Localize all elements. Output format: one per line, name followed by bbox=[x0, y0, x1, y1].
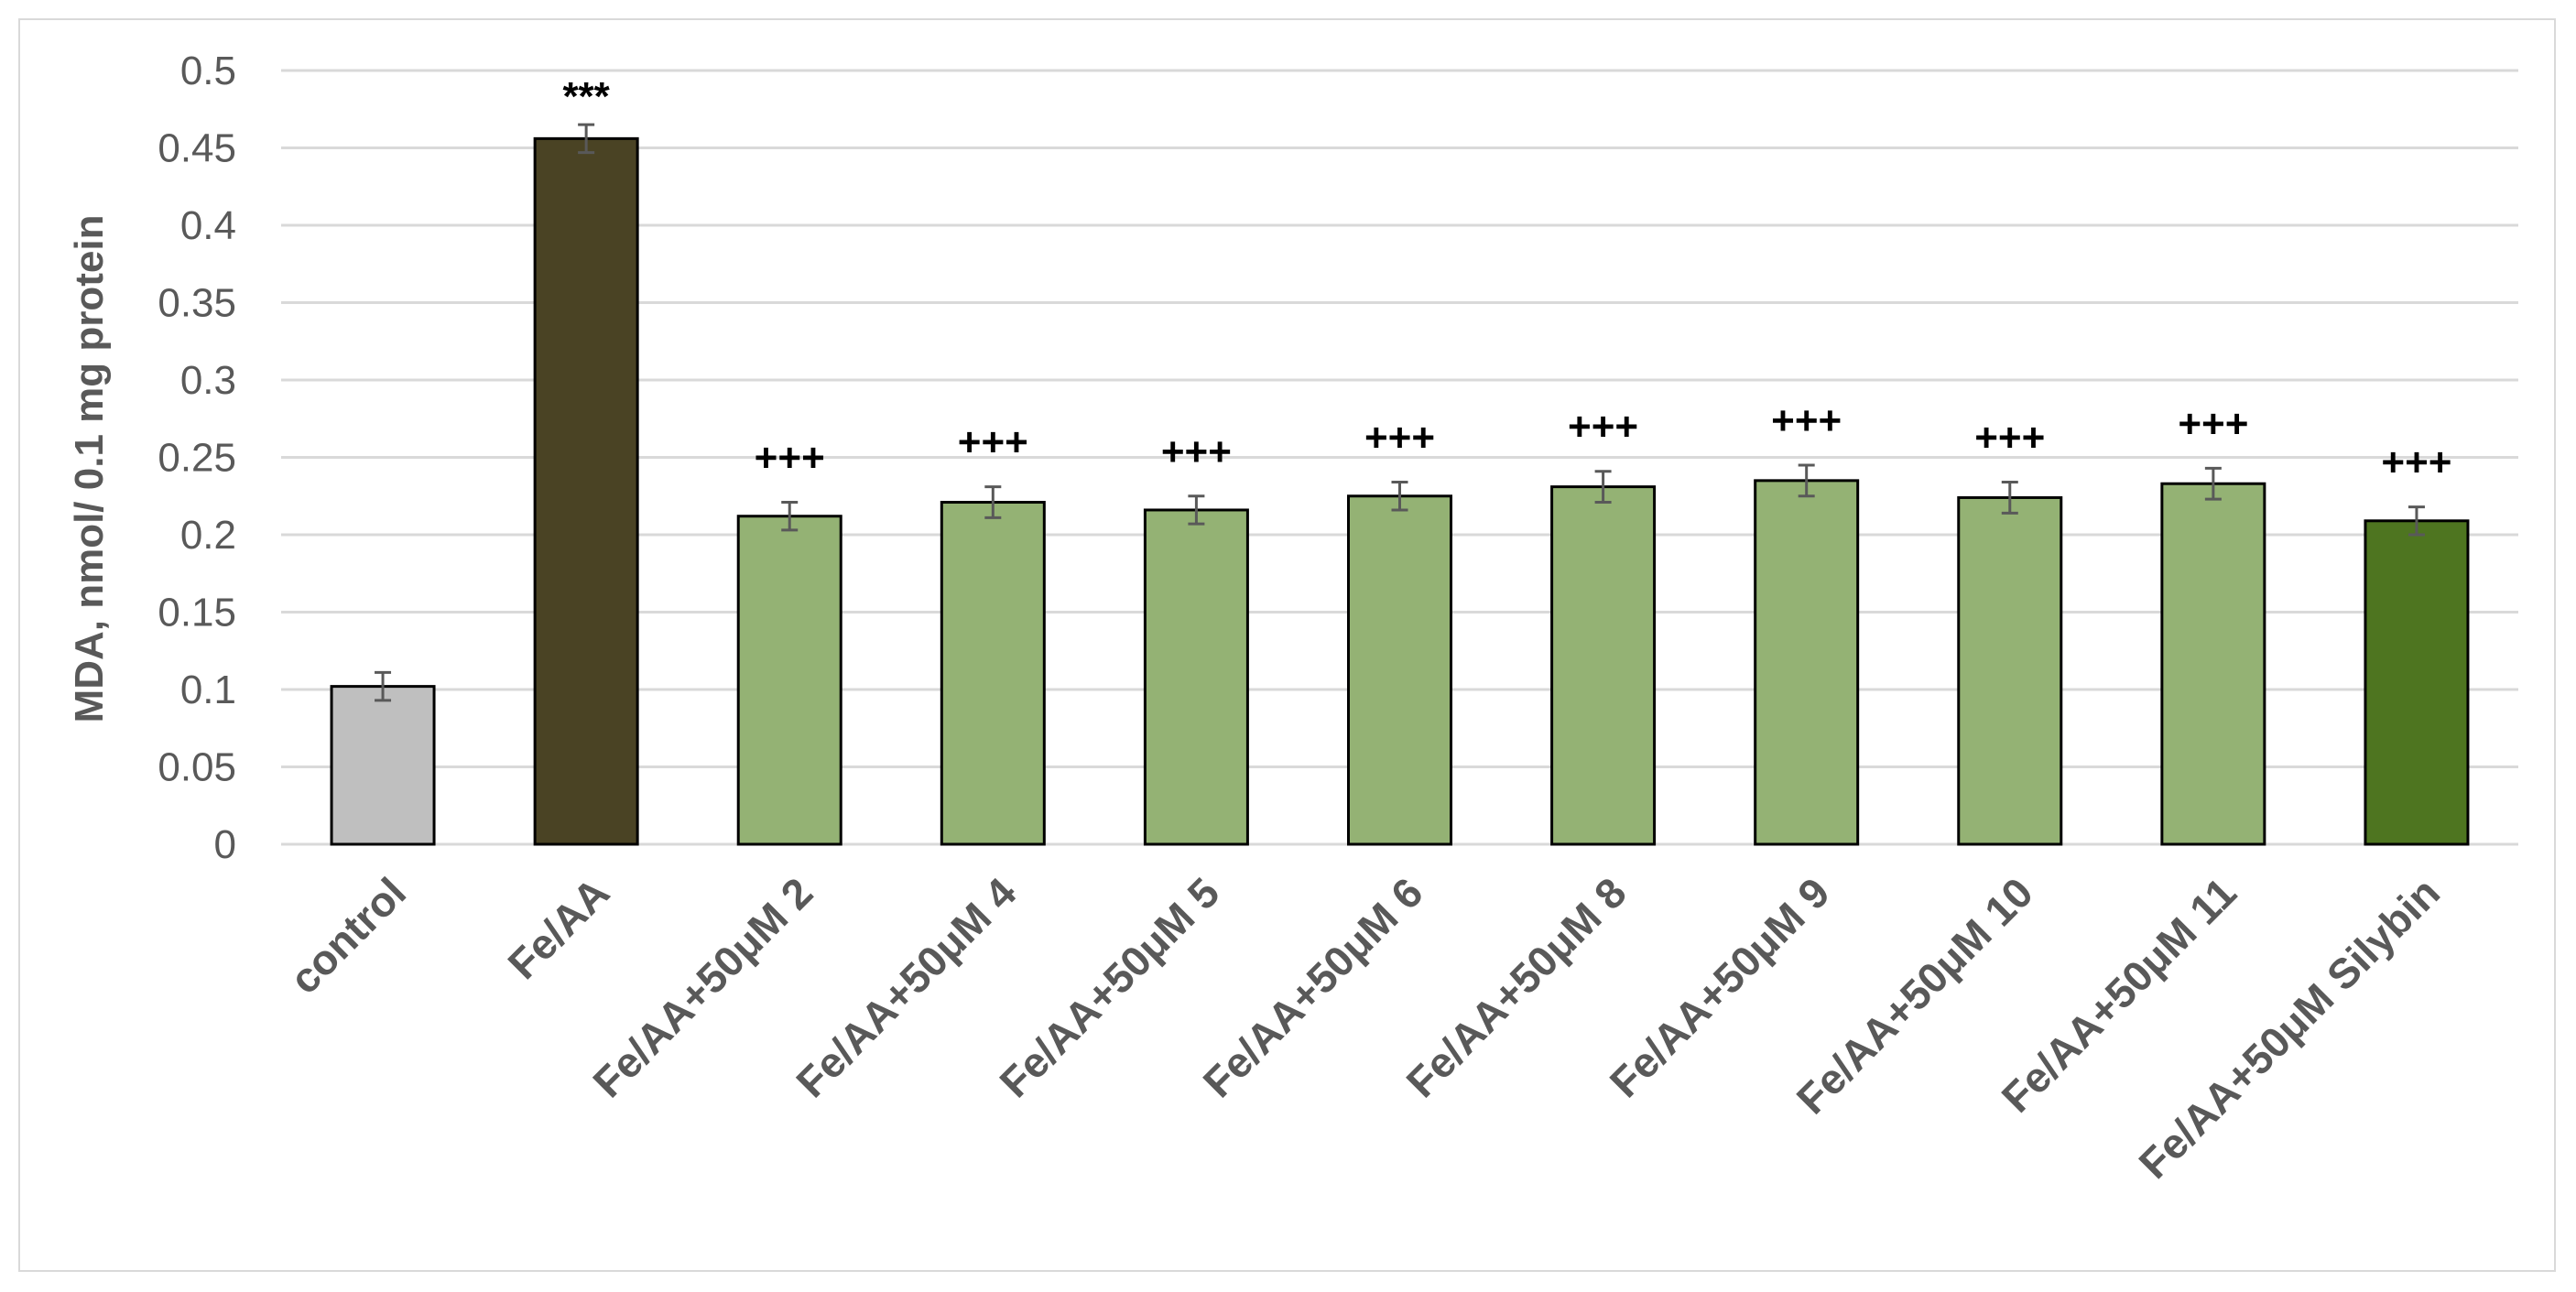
error-bar bbox=[1594, 470, 1612, 505]
bar bbox=[2160, 482, 2266, 846]
y-tick-label: 0.3 bbox=[180, 358, 236, 403]
bar bbox=[1347, 494, 1452, 846]
y-tick-label: 0.35 bbox=[158, 281, 236, 326]
x-category-label: Fe/AA+50μM 2 bbox=[583, 868, 821, 1106]
bar bbox=[1550, 485, 1657, 846]
error-bar bbox=[375, 670, 392, 702]
y-tick-label: 0.4 bbox=[180, 203, 236, 248]
significance-label: +++ bbox=[958, 420, 1028, 465]
gridlines bbox=[281, 69, 2518, 846]
significance-label: +++ bbox=[2381, 440, 2451, 485]
x-category-label: Fe/AA bbox=[498, 868, 618, 988]
significance-label: +++ bbox=[1974, 416, 2045, 461]
error-bars bbox=[375, 123, 2425, 702]
error-bar bbox=[1391, 481, 1408, 512]
bar bbox=[736, 515, 842, 846]
y-tick-label: 0.2 bbox=[180, 513, 236, 558]
y-tick-label: 0.05 bbox=[158, 745, 236, 790]
significance-annotations: *** +++ +++ +++ +++ +++ +++ +++ +++ +++ bbox=[562, 74, 2451, 484]
y-tick-label: 0.25 bbox=[158, 436, 236, 481]
x-category-label: Fe/AA+50μM 4 bbox=[787, 868, 1025, 1106]
x-category-label: Fe/AA+50μM 8 bbox=[1397, 868, 1636, 1106]
significance-label: +++ bbox=[1161, 429, 1232, 474]
bar bbox=[533, 136, 639, 846]
x-category-label: Fe/AA+50μM 6 bbox=[1194, 868, 1432, 1106]
significance-label: +++ bbox=[1568, 405, 1638, 450]
x-category-label: Fe/AA+50μM 9 bbox=[1601, 868, 1839, 1106]
bar bbox=[1957, 495, 2063, 846]
y-tick-label: 0.45 bbox=[158, 126, 236, 171]
y-tick-label: 0 bbox=[214, 822, 236, 867]
significance-label: +++ bbox=[2178, 401, 2248, 446]
bar bbox=[940, 501, 1046, 846]
bar bbox=[1143, 508, 1249, 846]
significance-label: +++ bbox=[1364, 416, 1435, 461]
bar bbox=[1754, 479, 1860, 846]
significance-label: +++ bbox=[755, 436, 825, 481]
y-tick-label: 0.5 bbox=[180, 49, 236, 93]
significance-label: *** bbox=[562, 74, 610, 119]
error-bar bbox=[2001, 481, 2018, 515]
error-bar bbox=[1188, 494, 1205, 526]
y-axis-ticks: 0 0.05 0.1 0.15 0.2 0.25 0.3 0.35 0.4 0.45 0.5 bbox=[158, 49, 236, 867]
y-axis-title: MDA, nmol/ 0.1 mg protein bbox=[67, 215, 112, 723]
y-tick-label: 0.15 bbox=[158, 591, 236, 635]
error-bar bbox=[1798, 463, 1815, 498]
error-bar bbox=[984, 485, 1002, 519]
bar bbox=[2364, 519, 2470, 846]
significance-label: +++ bbox=[1771, 398, 1842, 443]
chart-frame bbox=[18, 18, 2556, 1272]
error-bar bbox=[2408, 505, 2425, 537]
y-tick-label: 0.1 bbox=[180, 668, 236, 712]
bar bbox=[330, 685, 436, 846]
error-bar bbox=[2204, 466, 2222, 501]
bars bbox=[330, 136, 2470, 846]
x-category-label: Fe/AA+50μM 5 bbox=[990, 868, 1228, 1106]
error-bar bbox=[781, 501, 799, 532]
error-bar bbox=[578, 123, 595, 155]
x-category-label: control bbox=[280, 868, 415, 1003]
